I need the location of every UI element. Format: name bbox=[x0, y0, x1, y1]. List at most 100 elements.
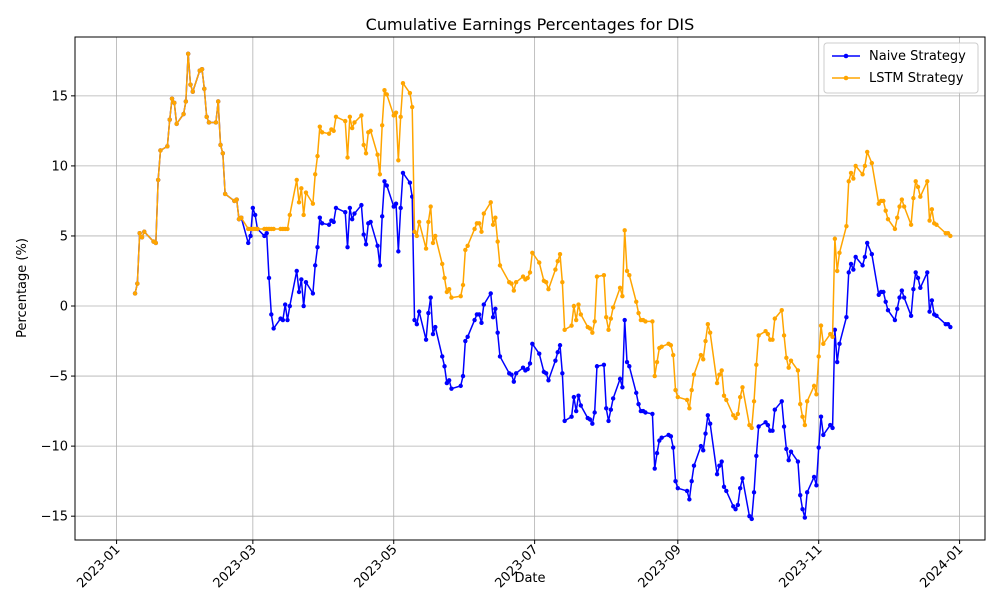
data-point bbox=[594, 364, 600, 369]
y-axis-label: Percentage (%) bbox=[15, 238, 30, 338]
data-point bbox=[800, 506, 805, 512]
chart-title: Cumulative Earnings Percentages for DIS bbox=[366, 15, 695, 34]
data-point bbox=[560, 279, 565, 285]
data-point bbox=[449, 386, 454, 391]
data-point bbox=[377, 263, 383, 268]
data-point bbox=[737, 394, 743, 400]
data-point bbox=[216, 99, 221, 104]
data-point bbox=[675, 394, 681, 400]
data-point bbox=[132, 291, 138, 296]
data-point bbox=[363, 242, 369, 247]
data-point bbox=[440, 354, 445, 359]
data-point bbox=[714, 380, 720, 386]
data-point bbox=[296, 200, 302, 205]
data-point bbox=[555, 350, 560, 355]
data-point bbox=[349, 125, 355, 131]
data-point bbox=[705, 322, 711, 327]
data-point bbox=[721, 393, 727, 398]
data-point bbox=[384, 183, 389, 188]
grid bbox=[75, 37, 985, 540]
data-point bbox=[818, 414, 824, 419]
data-point bbox=[142, 229, 147, 234]
data-point bbox=[495, 239, 500, 244]
data-point bbox=[765, 331, 771, 337]
data-point bbox=[659, 435, 664, 440]
data-point bbox=[530, 341, 535, 347]
data-point bbox=[802, 422, 808, 428]
data-point bbox=[703, 431, 708, 436]
data-point bbox=[426, 219, 431, 225]
data-point bbox=[643, 410, 648, 415]
data-point bbox=[899, 288, 905, 293]
y-tick-label: 5 bbox=[60, 229, 68, 244]
data-point bbox=[375, 152, 380, 157]
data-point bbox=[414, 233, 420, 239]
data-point bbox=[606, 418, 611, 424]
data-point bbox=[333, 114, 339, 120]
data-point bbox=[423, 246, 429, 251]
data-point bbox=[571, 303, 577, 309]
data-point bbox=[786, 457, 791, 463]
data-point bbox=[476, 312, 482, 317]
data-point bbox=[319, 221, 325, 226]
data-point bbox=[671, 352, 676, 358]
data-point bbox=[913, 179, 918, 184]
data-point bbox=[206, 120, 212, 125]
data-point bbox=[707, 421, 713, 426]
data-point bbox=[398, 114, 403, 120]
data-point bbox=[382, 179, 387, 184]
data-point bbox=[479, 320, 484, 326]
data-point bbox=[345, 244, 350, 250]
data-point bbox=[460, 282, 466, 288]
data-point bbox=[770, 337, 775, 342]
data-point bbox=[382, 88, 387, 93]
data-point bbox=[493, 215, 498, 220]
data-point bbox=[652, 466, 657, 471]
data-point bbox=[414, 322, 420, 327]
data-point bbox=[908, 313, 914, 319]
data-point bbox=[562, 327, 567, 333]
data-point bbox=[892, 317, 898, 323]
data-point bbox=[562, 418, 567, 424]
data-point bbox=[929, 207, 935, 212]
data-point bbox=[636, 310, 641, 316]
data-point bbox=[816, 445, 821, 450]
data-point bbox=[530, 250, 535, 255]
data-point bbox=[899, 197, 905, 202]
data-point bbox=[714, 471, 720, 477]
data-point bbox=[756, 333, 761, 338]
legend-box bbox=[823, 42, 979, 94]
data-point bbox=[481, 302, 487, 307]
data-point bbox=[400, 81, 406, 86]
data-point bbox=[652, 373, 657, 379]
data-point bbox=[740, 476, 745, 481]
data-point bbox=[897, 204, 902, 209]
data-point bbox=[248, 233, 253, 239]
data-point bbox=[687, 497, 692, 502]
data-point bbox=[315, 244, 320, 250]
data-point bbox=[460, 373, 466, 379]
data-point bbox=[684, 397, 690, 403]
legend-lstm-marker bbox=[843, 75, 849, 81]
data-point bbox=[601, 362, 607, 368]
data-point bbox=[795, 459, 801, 464]
data-point bbox=[733, 415, 738, 421]
series-layer bbox=[132, 51, 953, 522]
data-point bbox=[650, 319, 655, 324]
data-point bbox=[573, 408, 579, 414]
plot-frame bbox=[74, 36, 986, 541]
data-point bbox=[735, 502, 741, 508]
data-point bbox=[895, 215, 900, 220]
data-point bbox=[472, 317, 477, 323]
data-point bbox=[925, 179, 930, 184]
data-point bbox=[543, 279, 549, 285]
data-point bbox=[770, 428, 775, 433]
data-point bbox=[172, 100, 177, 106]
data-point bbox=[749, 516, 754, 522]
data-point bbox=[287, 303, 292, 309]
data-point bbox=[310, 201, 316, 206]
data-point bbox=[497, 354, 503, 359]
data-point bbox=[313, 263, 318, 268]
data-point bbox=[527, 270, 533, 275]
data-point bbox=[246, 240, 251, 246]
